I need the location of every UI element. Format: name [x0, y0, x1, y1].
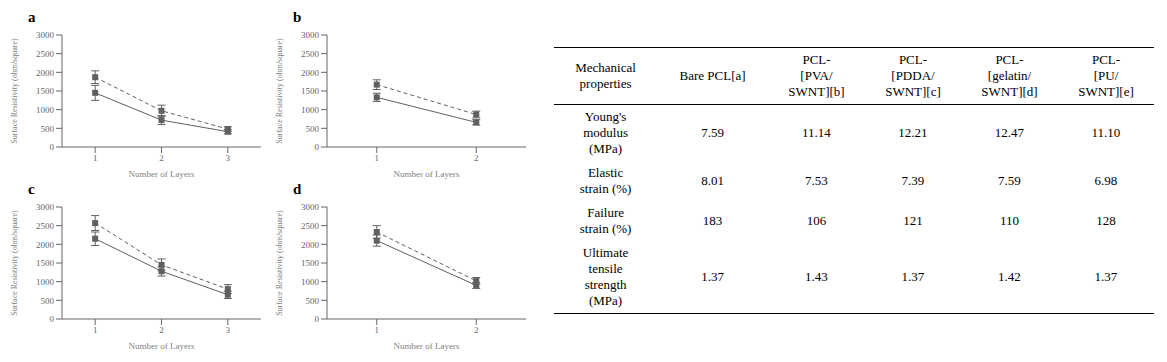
html-text:a: a: [28, 8, 36, 25]
html-text:SWNT][e]: SWNT][e]: [1078, 84, 1134, 99]
svg-text:500: 500: [41, 295, 55, 305]
svg-text:1500: 1500: [36, 86, 55, 96]
html-text:Young's: Young's: [584, 109, 627, 124]
svg-text:2000: 2000: [301, 239, 320, 249]
svg-text:1000: 1000: [36, 104, 55, 114]
svg-text:3: 3: [226, 153, 231, 163]
html-text:c: c: [28, 180, 35, 197]
html-text:110: 110: [1000, 213, 1019, 228]
svg-text:Surface Resistivity (ohm/squar: Surface Resistivity (ohm/square): [275, 210, 284, 316]
html-text:11.14: 11.14: [802, 125, 831, 140]
html-text:121: 121: [903, 213, 923, 228]
svg-text:2000: 2000: [36, 239, 55, 249]
svg-text:3000: 3000: [301, 202, 320, 212]
svg-text:Surface Resistivity (ohm/squar: Surface Resistivity (ohm/square): [10, 210, 19, 316]
html-text:6.98: 6.98: [1094, 173, 1118, 188]
svg-text:1: 1: [375, 325, 380, 335]
html-text:[PU/: [PU/: [1093, 68, 1119, 83]
html-text:strain (%): strain (%): [579, 181, 632, 196]
html-text:Ultimate: Ultimate: [582, 245, 629, 260]
html-text:[gelatin/: [gelatin/: [987, 68, 1032, 83]
html-text:[PVA/: [PVA/: [800, 68, 833, 83]
html-text:7.53: 7.53: [805, 173, 828, 188]
svg-text:1500: 1500: [36, 258, 55, 268]
html-text:PCL-: PCL-: [802, 52, 831, 67]
html-text:1.37: 1.37: [901, 269, 925, 284]
html-text:Failure: Failure: [587, 205, 624, 220]
html-text:11.10: 11.10: [1091, 125, 1121, 140]
svg-text:500: 500: [306, 123, 320, 133]
svg-text:3: 3: [226, 325, 231, 335]
html-text:strain (%): strain (%): [579, 221, 632, 236]
svg-text:500: 500: [306, 295, 320, 305]
html-text:1.37: 1.37: [701, 269, 724, 284]
svg-text:1500: 1500: [301, 258, 320, 268]
html-text:12.47: 12.47: [994, 125, 1025, 140]
svg-text:1500: 1500: [301, 86, 320, 96]
html-text:7.39: 7.39: [901, 173, 925, 188]
html-text:Mechanical: Mechanical: [575, 60, 636, 75]
svg-text:2: 2: [474, 153, 479, 163]
svg-text:Number of Layers: Number of Layers: [129, 169, 195, 179]
svg-text:Surface Resistivity (ohm/squar: Surface Resistivity (ohm/square): [275, 38, 284, 144]
svg-text:Number of Layers: Number of Layers: [394, 341, 460, 351]
svg-text:Surface Resistivity (ohm/squar: Surface Resistivity (ohm/square): [10, 38, 19, 144]
svg-text:2: 2: [159, 325, 164, 335]
html-text:183: 183: [702, 213, 723, 228]
html-text:tensile: tensile: [588, 261, 623, 276]
html-text:modulus: modulus: [583, 125, 628, 140]
svg-text:2500: 2500: [301, 220, 320, 230]
svg-text:0: 0: [315, 142, 320, 152]
html-text:d: d: [293, 180, 302, 197]
svg-text:2000: 2000: [301, 67, 320, 77]
svg-text:2500: 2500: [36, 220, 55, 230]
html-text:strength: strength: [584, 277, 627, 292]
svg-text:3000: 3000: [36, 30, 55, 40]
svg-text:1000: 1000: [301, 104, 320, 114]
html-text:Elastic: Elastic: [587, 165, 624, 180]
html-text:SWNT][d]: SWNT][d]: [981, 84, 1038, 99]
svg-text:1: 1: [93, 325, 98, 335]
html-text:[PDDA/: [PDDA/: [891, 68, 935, 83]
svg-text:1000: 1000: [301, 276, 320, 286]
html-text:Bare PCL[a]: Bare PCL[a]: [679, 68, 746, 83]
html-text:12.21: 12.21: [898, 125, 928, 140]
html-text:SWNT][c]: SWNT][c]: [885, 84, 941, 99]
svg-text:2: 2: [159, 153, 164, 163]
html-text:8.01: 8.01: [701, 173, 724, 188]
html-text:106: 106: [806, 213, 827, 228]
html-text:1.42: 1.42: [998, 269, 1021, 284]
html-text:1.43: 1.43: [805, 269, 828, 284]
html-text:PCL-: PCL-: [995, 52, 1024, 67]
html-text:1.37: 1.37: [1094, 269, 1118, 284]
svg-text:Number of Layers: Number of Layers: [394, 169, 460, 179]
svg-text:1: 1: [375, 153, 380, 163]
html-text:SWNT][b]: SWNT][b]: [788, 84, 845, 99]
svg-text:0: 0: [50, 314, 55, 324]
html-text:(MPa): (MPa): [589, 141, 623, 156]
html-text:PCL-: PCL-: [1091, 52, 1121, 67]
svg-text:3000: 3000: [301, 30, 320, 40]
html-text:properties: properties: [579, 76, 632, 91]
svg-text:3000: 3000: [36, 202, 55, 212]
svg-text:1: 1: [93, 153, 98, 163]
svg-text:1000: 1000: [36, 276, 55, 286]
svg-text:0: 0: [315, 314, 320, 324]
html-text:7.59: 7.59: [998, 173, 1021, 188]
svg-text:2500: 2500: [301, 48, 320, 58]
svg-text:2500: 2500: [36, 48, 55, 58]
svg-text:2: 2: [474, 325, 479, 335]
html-text:7.59: 7.59: [701, 125, 724, 140]
svg-text:500: 500: [41, 123, 55, 133]
html-text:PCL-: PCL-: [898, 52, 928, 67]
svg-text:0: 0: [50, 142, 55, 152]
html-text:(MPa): (MPa): [589, 293, 623, 308]
html-text:b: b: [293, 8, 302, 25]
svg-text:Number of Layers: Number of Layers: [129, 341, 195, 351]
html-text:128: 128: [1096, 213, 1116, 228]
svg-text:2000: 2000: [36, 67, 55, 77]
